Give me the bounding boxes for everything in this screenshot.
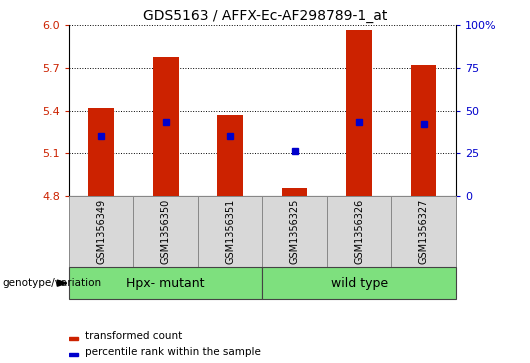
Text: GSM1356327: GSM1356327 (419, 199, 429, 264)
Bar (327, 196, 391, 267)
Polygon shape (57, 280, 67, 286)
Text: GSM1356325: GSM1356325 (289, 199, 299, 264)
Bar (262, 196, 327, 267)
Bar (153, 57, 179, 196)
Text: transformed count: transformed count (85, 331, 182, 341)
Bar (69, 354, 78, 356)
Text: GDS5163 / AFFX-Ec-AF298789-1_at: GDS5163 / AFFX-Ec-AF298789-1_at (143, 9, 387, 23)
Text: GSM1356351: GSM1356351 (225, 199, 235, 264)
Text: percentile rank within the sample: percentile rank within the sample (85, 347, 261, 357)
Bar (217, 115, 243, 196)
Text: GSM1356326: GSM1356326 (354, 199, 364, 264)
Bar (262, 267, 456, 299)
Bar (198, 196, 262, 267)
Bar (281, 188, 307, 196)
Bar (69, 267, 262, 299)
Bar (69, 337, 78, 340)
Text: genotype/variation: genotype/variation (3, 278, 102, 288)
Bar (391, 196, 456, 267)
Text: Hpx- mutant: Hpx- mutant (126, 277, 205, 290)
Text: GSM1356349: GSM1356349 (96, 199, 106, 264)
Bar (411, 65, 436, 196)
Bar (88, 108, 114, 196)
Bar (346, 30, 372, 196)
Bar (69, 196, 134, 267)
Bar (134, 196, 198, 267)
Text: wild type: wild type (331, 277, 387, 290)
Text: GSM1356350: GSM1356350 (161, 199, 171, 264)
